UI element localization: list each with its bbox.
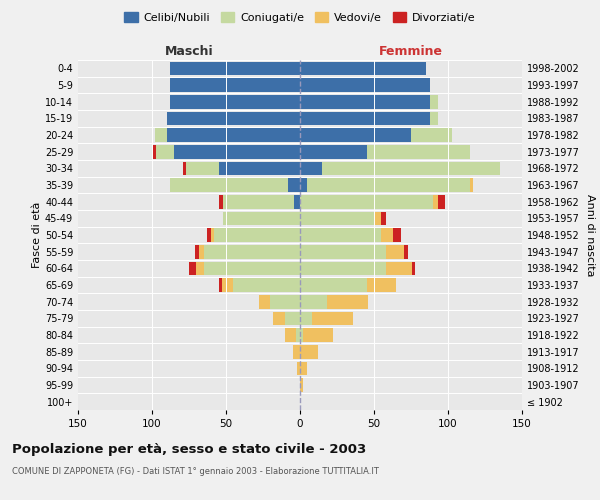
Bar xyxy=(233,278,300,292)
Bar xyxy=(300,345,318,358)
Bar xyxy=(430,95,437,108)
Bar xyxy=(285,328,296,342)
Bar xyxy=(382,228,393,242)
Bar xyxy=(211,228,214,242)
Bar xyxy=(223,212,300,225)
Bar xyxy=(221,278,233,292)
Bar xyxy=(170,78,300,92)
Bar xyxy=(374,212,382,225)
Bar xyxy=(382,212,386,225)
Bar xyxy=(300,212,374,225)
Bar xyxy=(154,145,157,158)
Bar xyxy=(300,245,386,258)
Y-axis label: Fasce di età: Fasce di età xyxy=(32,202,42,268)
Bar xyxy=(259,295,271,308)
Bar xyxy=(300,145,367,158)
Bar xyxy=(186,162,218,175)
Bar xyxy=(223,195,294,208)
Bar xyxy=(207,228,211,242)
Bar xyxy=(183,162,186,175)
Bar xyxy=(204,262,300,275)
Bar xyxy=(195,245,199,258)
Bar xyxy=(300,195,433,208)
Bar xyxy=(300,112,430,125)
Bar xyxy=(430,112,437,125)
Bar xyxy=(300,128,411,142)
Bar xyxy=(300,262,386,275)
Bar xyxy=(312,312,353,325)
Bar xyxy=(300,378,303,392)
Bar xyxy=(189,262,196,275)
Text: Popolazione per età, sesso e stato civile - 2003: Popolazione per età, sesso e stato civil… xyxy=(12,442,366,456)
Bar xyxy=(303,328,332,342)
Bar xyxy=(326,295,368,308)
Bar xyxy=(199,245,204,258)
Bar xyxy=(433,195,437,208)
Bar xyxy=(294,195,300,208)
Bar xyxy=(411,128,452,142)
Bar xyxy=(300,162,322,175)
Legend: Celibi/Nubili, Coniugati/e, Vedovi/e, Divorziati/e: Celibi/Nubili, Coniugati/e, Vedovi/e, Di… xyxy=(120,8,480,28)
Bar xyxy=(196,262,204,275)
Bar xyxy=(307,178,470,192)
Text: COMUNE DI ZAPPONETA (FG) - Dati ISTAT 1° gennaio 2003 - Elaborazione TUTTITALIA.: COMUNE DI ZAPPONETA (FG) - Dati ISTAT 1°… xyxy=(12,468,379,476)
Bar xyxy=(367,278,396,292)
Bar xyxy=(300,295,326,308)
Bar xyxy=(300,62,426,75)
Bar xyxy=(218,195,223,208)
Bar xyxy=(300,178,307,192)
Bar xyxy=(170,62,300,75)
Bar xyxy=(300,95,430,108)
Bar xyxy=(300,78,430,92)
Bar xyxy=(296,328,300,342)
Bar xyxy=(300,362,307,375)
Bar xyxy=(157,145,174,158)
Bar xyxy=(386,245,404,258)
Bar xyxy=(218,278,221,292)
Bar xyxy=(170,178,288,192)
Bar xyxy=(204,245,300,258)
Bar xyxy=(293,345,300,358)
Bar xyxy=(300,328,303,342)
Bar xyxy=(322,162,500,175)
Bar xyxy=(300,312,312,325)
Bar xyxy=(297,362,300,375)
Bar xyxy=(285,312,300,325)
Bar xyxy=(367,145,470,158)
Y-axis label: Anni di nascita: Anni di nascita xyxy=(585,194,595,276)
Bar xyxy=(404,245,408,258)
Bar xyxy=(300,228,382,242)
Bar xyxy=(174,145,300,158)
Text: Maschi: Maschi xyxy=(164,46,214,59)
Bar xyxy=(386,262,412,275)
Bar xyxy=(393,228,401,242)
Bar xyxy=(155,128,167,142)
Bar xyxy=(167,128,300,142)
Bar xyxy=(170,95,300,108)
Bar xyxy=(300,278,367,292)
Bar xyxy=(271,295,300,308)
Bar xyxy=(218,162,300,175)
Bar xyxy=(214,228,300,242)
Bar xyxy=(437,195,445,208)
Bar xyxy=(167,112,300,125)
Bar xyxy=(412,262,415,275)
Bar xyxy=(288,178,300,192)
Bar xyxy=(470,178,473,192)
Bar xyxy=(274,312,285,325)
Text: Femmine: Femmine xyxy=(379,46,443,59)
